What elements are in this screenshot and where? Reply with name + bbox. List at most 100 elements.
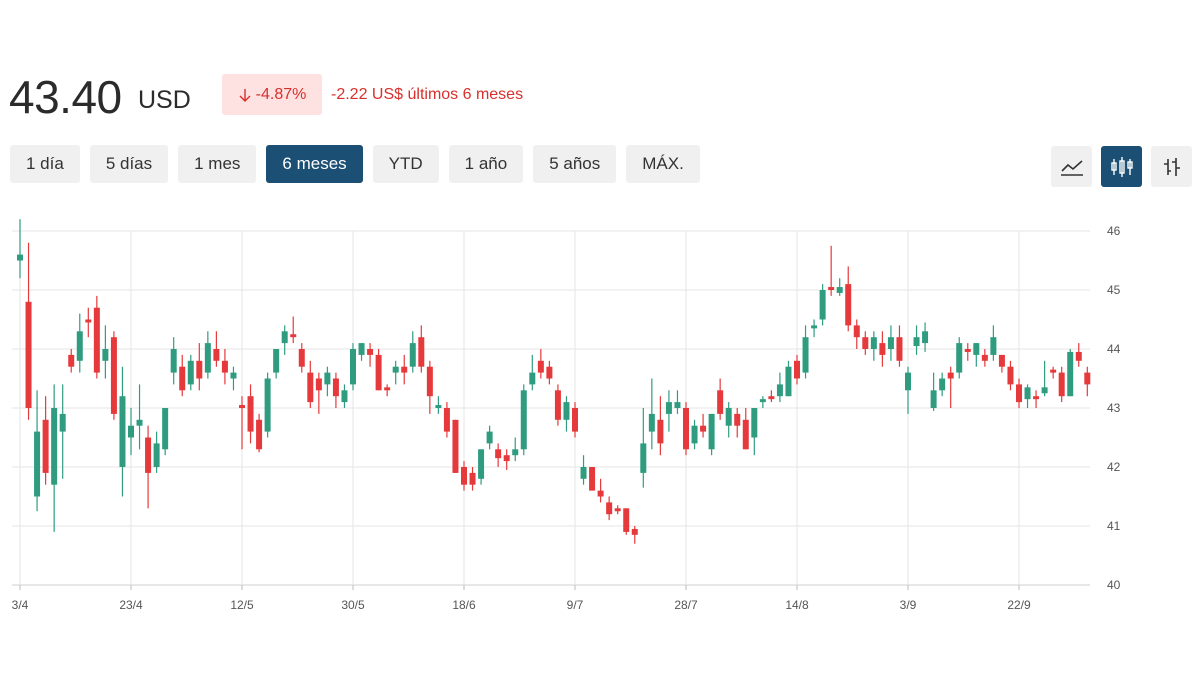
range-button[interactable]: MÁX.	[626, 145, 700, 183]
candle-body	[307, 372, 314, 403]
candle-body	[162, 408, 169, 450]
candle-body	[947, 372, 954, 379]
candle-body	[930, 390, 937, 408]
candle-body	[239, 405, 245, 408]
range-button[interactable]: 5 años	[533, 145, 617, 183]
range-button[interactable]: 1 año	[448, 145, 524, 183]
candle-body	[742, 419, 749, 450]
x-tick-label: 22/9	[1007, 598, 1031, 612]
candle-body	[759, 399, 766, 403]
x-tick-label: 14/8	[785, 598, 809, 612]
candle-body	[606, 502, 613, 515]
candle-body	[768, 396, 775, 400]
candle-body	[691, 425, 698, 444]
candle-body	[802, 337, 809, 373]
change-badge: -4.87%	[222, 74, 322, 115]
candle-body	[503, 455, 510, 462]
candle-body	[264, 378, 271, 432]
y-tick-label: 42	[1107, 460, 1121, 474]
y-tick-label: 41	[1107, 519, 1121, 533]
candle-body	[683, 408, 689, 450]
range-button[interactable]: YTD	[372, 145, 439, 183]
x-tick-label: 3/4	[12, 598, 29, 612]
candle-body	[247, 396, 254, 432]
candle-body	[59, 413, 66, 432]
candle-body	[845, 284, 852, 326]
candle-body	[17, 254, 23, 261]
candle-body	[110, 337, 117, 414]
candle-body	[614, 508, 621, 512]
candle-body	[128, 425, 134, 438]
candle-body	[102, 349, 109, 361]
candle-body	[179, 366, 186, 391]
ohlc-button[interactable]	[1151, 146, 1192, 187]
candle-body	[554, 390, 561, 420]
candle-body	[384, 387, 391, 391]
candle-body	[896, 337, 903, 361]
candle-body	[461, 467, 467, 485]
candle-body	[589, 467, 596, 491]
candle-body	[572, 408, 578, 432]
candle-body	[623, 508, 630, 532]
x-tick-label: 9/7	[567, 598, 584, 612]
candle-body	[563, 402, 570, 420]
range-button[interactable]: 5 días	[89, 145, 169, 183]
candle-body	[520, 390, 527, 450]
candle-body	[93, 307, 100, 373]
y-tick-label: 40	[1107, 578, 1121, 592]
candle-body	[153, 443, 160, 467]
candle-body	[580, 467, 587, 479]
candle-body	[469, 472, 476, 485]
candle-body	[145, 437, 152, 473]
candle-body	[392, 366, 399, 373]
candle-body	[751, 408, 758, 438]
candle-body	[426, 366, 433, 397]
candle-body	[819, 290, 826, 320]
candle-body	[905, 372, 911, 391]
candle-body	[1084, 372, 1091, 385]
line-chart-button[interactable]	[1051, 146, 1092, 187]
candle-body	[1024, 387, 1031, 400]
candle-body	[51, 408, 58, 485]
candle-body	[776, 384, 783, 397]
candle-body	[213, 349, 220, 361]
candle-body	[794, 360, 800, 379]
candle-body	[725, 408, 732, 426]
candle-body	[828, 287, 835, 290]
candle-body	[85, 319, 92, 323]
range-button[interactable]: 1 día	[10, 145, 80, 183]
line-icon	[1060, 159, 1083, 176]
candle-body	[922, 331, 929, 344]
candle-body	[478, 449, 485, 479]
candle-body	[785, 366, 792, 397]
candle-body	[375, 354, 382, 391]
candle-body	[350, 349, 356, 385]
candlestick-button[interactable]	[1101, 146, 1142, 187]
candle-body	[512, 449, 519, 456]
range-button[interactable]: 1 mes	[178, 145, 257, 183]
candle-body	[452, 419, 459, 473]
candle-body	[196, 360, 203, 379]
candle-body	[1016, 384, 1022, 403]
candle-body	[1067, 351, 1074, 397]
candle-body	[230, 372, 237, 379]
candle-body	[998, 354, 1005, 367]
candle-body	[597, 490, 604, 497]
candle-body	[1007, 366, 1014, 385]
change-percent: -4.87%	[255, 85, 307, 103]
candle-body	[435, 405, 442, 408]
down-arrow-icon	[239, 88, 251, 102]
candle-body	[700, 425, 707, 432]
y-tick-label: 45	[1107, 283, 1121, 297]
candle-body	[76, 331, 83, 361]
candle-body	[811, 325, 818, 329]
candle-body	[879, 343, 886, 355]
candle-body	[657, 419, 664, 444]
candle-body	[708, 413, 715, 450]
candle-body	[358, 343, 365, 355]
candle-body	[34, 431, 41, 497]
range-button[interactable]: 6 meses	[266, 145, 363, 183]
x-tick-label: 12/5	[230, 598, 254, 612]
